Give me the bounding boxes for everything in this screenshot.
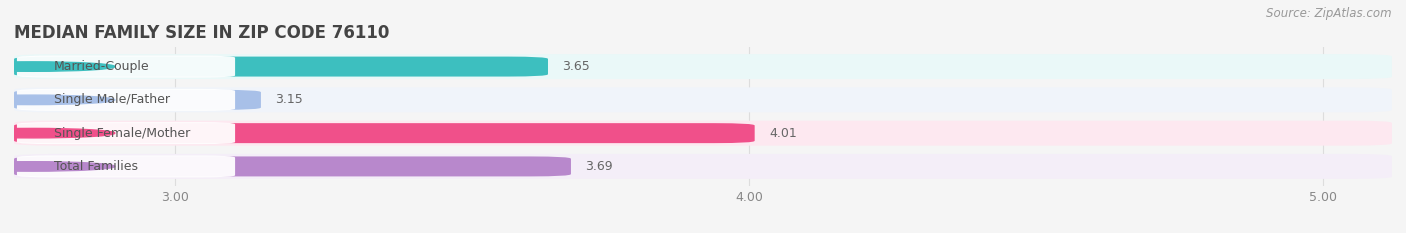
FancyBboxPatch shape [17, 122, 235, 144]
FancyBboxPatch shape [14, 90, 262, 110]
FancyBboxPatch shape [17, 89, 235, 111]
Text: Source: ZipAtlas.com: Source: ZipAtlas.com [1267, 7, 1392, 20]
Text: 3.65: 3.65 [562, 60, 591, 73]
FancyBboxPatch shape [14, 123, 755, 143]
FancyBboxPatch shape [14, 54, 1392, 79]
Text: Total Families: Total Families [55, 160, 138, 173]
FancyBboxPatch shape [14, 121, 1392, 146]
Text: 3.69: 3.69 [585, 160, 613, 173]
FancyBboxPatch shape [14, 156, 571, 176]
Text: MEDIAN FAMILY SIZE IN ZIP CODE 76110: MEDIAN FAMILY SIZE IN ZIP CODE 76110 [14, 24, 389, 42]
FancyBboxPatch shape [17, 155, 235, 177]
FancyBboxPatch shape [14, 154, 1392, 179]
Text: 3.15: 3.15 [276, 93, 304, 106]
FancyBboxPatch shape [17, 56, 235, 78]
FancyBboxPatch shape [14, 87, 1392, 112]
Text: Single Female/Mother: Single Female/Mother [55, 127, 190, 140]
Circle shape [0, 62, 115, 71]
Circle shape [0, 128, 115, 138]
FancyBboxPatch shape [14, 57, 548, 77]
Text: Married-Couple: Married-Couple [55, 60, 150, 73]
Circle shape [0, 162, 115, 171]
Circle shape [0, 95, 115, 105]
Text: Single Male/Father: Single Male/Father [55, 93, 170, 106]
Text: 4.01: 4.01 [769, 127, 797, 140]
